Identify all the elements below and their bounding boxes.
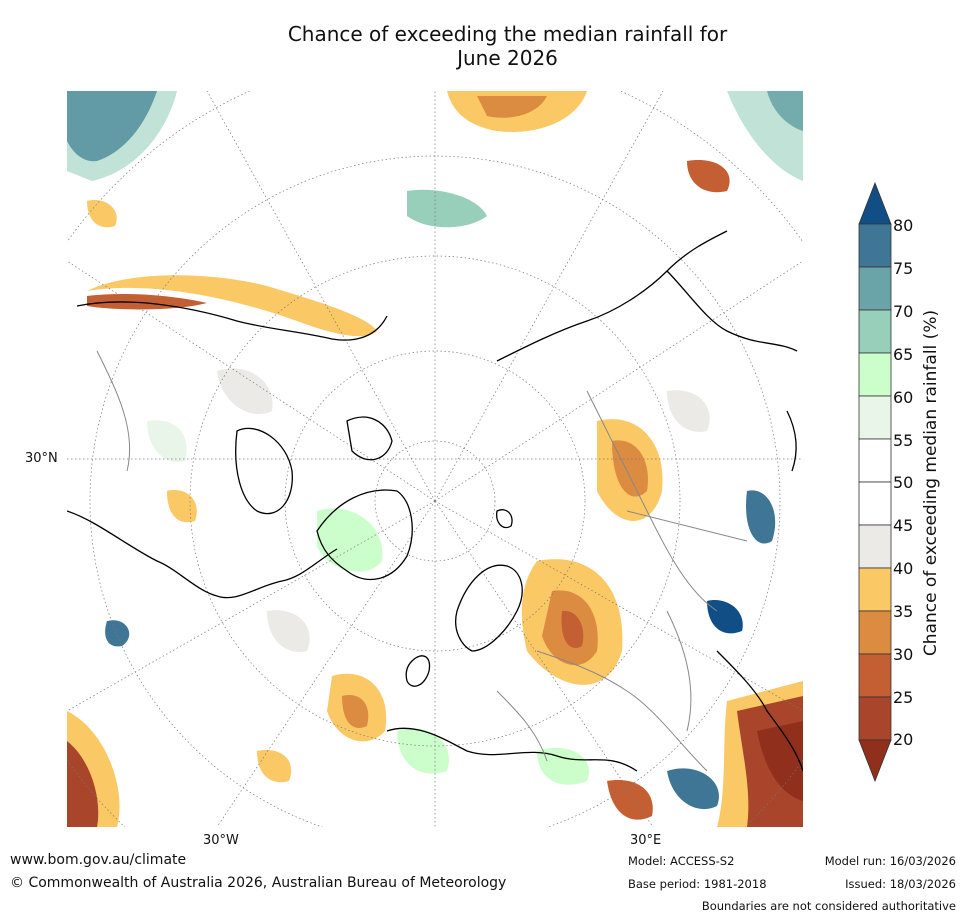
- coast-uk: [405, 655, 431, 687]
- cbar-swatch-35_40: [858, 567, 892, 612]
- cbar-swatch-20_25: [858, 696, 892, 741]
- title-line-1: Chance of exceeding the median rainfall …: [287, 22, 728, 46]
- cbar-tick-30: 30: [893, 645, 914, 664]
- wet-patch-mediterranean: [537, 747, 589, 785]
- coast-greenland: [316, 489, 413, 580]
- cbar-tick-70: 70: [893, 302, 914, 321]
- coastlines: [67, 230, 803, 772]
- wet-patch-pacific: [105, 620, 130, 647]
- dry-patch-north-pacific-core: [87, 293, 207, 310]
- lon-30w-label: 30°W: [203, 833, 239, 848]
- grey-patch-4: [147, 420, 187, 462]
- coast-hudson: [235, 427, 293, 515]
- title-line-2: June 2026: [457, 46, 558, 70]
- cbar-swatch-lt20: [858, 739, 892, 783]
- cbar-tick-80: 80: [893, 216, 914, 235]
- base-period: Base period: 1981-2018: [628, 877, 767, 891]
- grey-patch-2: [667, 390, 710, 432]
- dry-patch-sw-corner-core: [67, 741, 99, 827]
- cbar-tick-60: 60: [893, 388, 914, 407]
- coast-alaska: [76, 301, 388, 341]
- dry-patch-se-asia-deep: [757, 721, 803, 801]
- dry-patch-nw-small: [87, 200, 117, 228]
- colorbar-title: Chance of exceeding median rainfall (%): [921, 309, 941, 657]
- cbar-tick-25: 25: [893, 688, 914, 707]
- model-name: Model: ACCESS-S2: [628, 854, 735, 868]
- wet-patch-north-atlantic: [407, 189, 487, 228]
- grey-patch-1: [217, 368, 273, 415]
- coast-canada-arctic: [67, 510, 338, 599]
- cbar-swatch-65_70: [858, 309, 892, 354]
- graticule: [67, 91, 803, 827]
- bom-url: www.bom.gov.au/climate: [10, 852, 187, 868]
- dry-patch-north-pacific: [87, 275, 377, 337]
- dry-patch-west-asia-core: [612, 440, 648, 497]
- wet-patch-central-asia: [746, 490, 776, 544]
- boundaries-disclaimer: Boundaries are not considered authoritat…: [701, 899, 956, 913]
- coast-russia-east: [666, 270, 798, 352]
- cbar-swatch-25_30: [858, 653, 892, 698]
- dry-patch-atlantic-small: [257, 750, 292, 783]
- wet-patch-himalaya: [707, 600, 743, 634]
- cbar-tick-65: 65: [893, 345, 914, 364]
- dry-patch-north-america-west: [167, 490, 197, 523]
- dry-patch-top-core: [477, 96, 547, 118]
- rainfall-anomaly-patches: [67, 91, 803, 827]
- coast-svalbard: [496, 509, 513, 529]
- cbar-swatch-30_35: [858, 610, 892, 655]
- dry-patch-eastern-europe-deep: [561, 610, 584, 648]
- dry-patch-mid-atlantic-core: [342, 695, 369, 728]
- cbar-tick-55: 55: [893, 431, 914, 450]
- cbar-tick-35: 35: [893, 602, 914, 621]
- cbar-tick-45: 45: [893, 516, 914, 535]
- cbar-swatch-45_50: [858, 481, 892, 526]
- coast-arctic-islands: [346, 416, 393, 461]
- coast-japan: [786, 410, 797, 472]
- wet-patch-greenland: [317, 508, 383, 572]
- cbar-swatch-60_65: [858, 352, 892, 397]
- cbar-swatch-40_45: [858, 524, 892, 569]
- coast-east-asia: [716, 650, 803, 772]
- polar-map: [67, 91, 803, 827]
- grey-patch-3: [267, 610, 310, 652]
- map-title: Chance of exceeding the median rainfall …: [240, 22, 775, 70]
- coast-scandinavia: [455, 564, 523, 652]
- colorbar: [858, 181, 892, 783]
- dry-patch-china: [607, 780, 653, 820]
- model-run-date: Model run: 16/03/2026: [824, 854, 956, 868]
- cbar-swatch-75_80: [858, 223, 892, 268]
- issued-date: Issued: 18/03/2026: [845, 877, 956, 891]
- dry-patch-ne: [687, 160, 730, 193]
- cbar-tick-75: 75: [893, 259, 914, 278]
- lon-30e-label: 30°E: [630, 833, 662, 848]
- wet-patch-europe: [397, 728, 449, 774]
- cbar-tick-50: 50: [893, 473, 914, 492]
- cbar-swatch-gt80: [858, 181, 892, 225]
- cbar-tick-20: 20: [893, 730, 914, 749]
- wet-patch-east-asia: [667, 768, 719, 810]
- cbar-swatch-50_55: [858, 438, 892, 483]
- copyright-notice: © Commonwealth of Australia 2026, Austra…: [10, 875, 507, 891]
- cbar-swatch-70_75: [858, 266, 892, 311]
- coast-siberia-north: [496, 230, 728, 362]
- country-borders: [96, 350, 748, 772]
- cbar-tick-40: 40: [893, 559, 914, 578]
- coast-europe-south: [386, 727, 638, 772]
- wet-patch-ne-halo: [727, 91, 803, 181]
- lat-30n-label: 30°N: [25, 451, 58, 466]
- wet-patch-nw-halo: [67, 91, 177, 181]
- cbar-swatch-55_60: [858, 395, 892, 440]
